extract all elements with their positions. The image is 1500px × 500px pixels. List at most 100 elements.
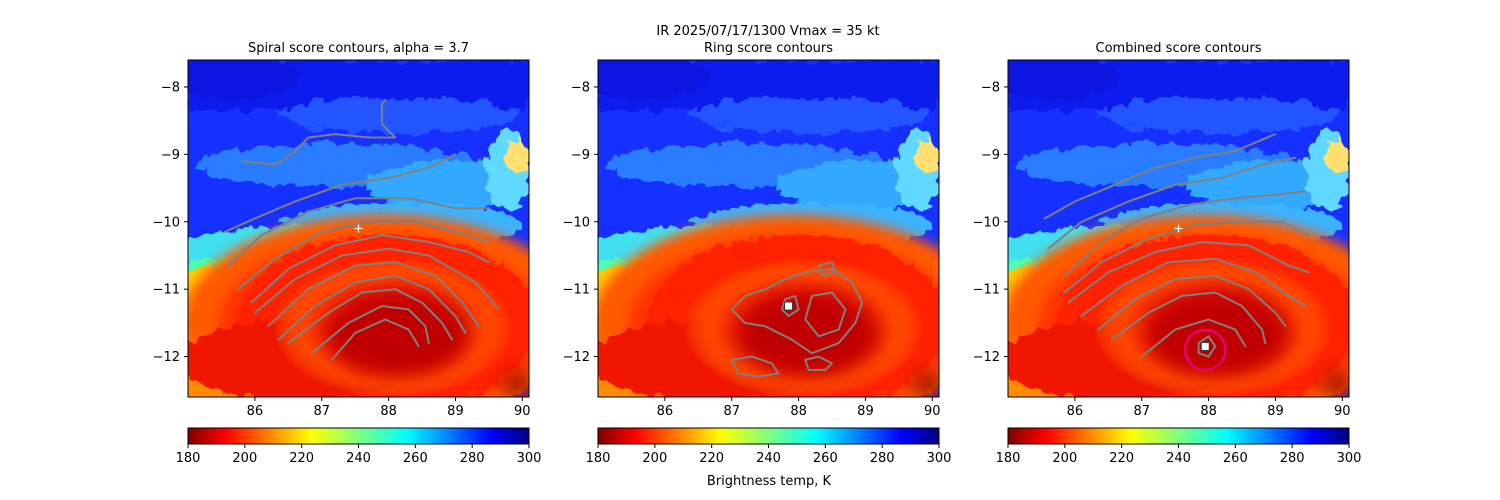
y-tick-label: −12 [563,350,590,365]
y-tick-label: −9 [571,148,590,163]
ir-imagery [968,50,1403,425]
score-contour [240,99,397,166]
score-contour [1043,133,1277,220]
y-tick-label: −11 [563,283,590,298]
first-guess-marker [1174,224,1183,233]
x-tick-label: 88 [380,404,397,419]
score-contour [1097,274,1287,331]
colorbar-gradient [1007,427,1350,445]
score-contour [1047,156,1297,250]
score-contour [1110,291,1267,345]
x-tick-label: 90 [514,404,531,419]
colorbar-tick-label: 240 [346,451,371,466]
axes-frame [1007,59,1350,398]
score-contour [817,261,837,277]
panel-2: Ring score contours 86 87 88 89 90 −8 −9 −10 −11 −… [558,41,993,466]
center-fix-marker [1200,341,1210,351]
score-contour [730,355,780,378]
colorbar-tick-label: 260 [403,451,428,466]
score-contour [1197,335,1217,358]
score-contour [804,291,847,338]
x-tick-label: 90 [1334,404,1351,419]
colorbar-tick-label: 180 [586,451,611,466]
score-contour [250,234,490,304]
score-contour [1067,241,1310,304]
colorbar-tick-label: 240 [1166,451,1191,466]
panel-1: Spiral score contours, alpha = 3.7 86 87 88… [148,41,583,466]
panel-title: Ring score contours [704,41,833,56]
colorbar-tick-label: 180 [176,451,201,466]
x-tick-label: 89 [447,404,464,419]
x-tick-label: 86 [247,404,264,419]
axes-frame [187,59,530,398]
colorbar-tick-label: 280 [1280,451,1305,466]
x-tick-label: 89 [1267,404,1284,419]
y-tick-label: −8 [161,80,180,95]
y-tick-label: −9 [161,148,180,163]
colorbar-tick-label: 280 [870,451,895,466]
y-tick-label: −10 [153,215,180,230]
y-tick-label: −10 [563,215,590,230]
panel-3: Combined score contours 86 87 88 89 90 −8 −9 −10… [968,41,1403,466]
colorbar-tick-label: 220 [1109,451,1134,466]
colorbar-tick-label: 180 [996,451,1021,466]
colorbar-tick-label: 200 [1052,451,1077,466]
x-tick-label: 86 [1067,404,1084,419]
x-tick-label: 86 [657,404,674,419]
colorbar-gradient [597,427,940,445]
score-contour [227,197,490,267]
colorbar-tick-label: 220 [699,451,724,466]
score-contour [277,274,467,341]
score-contour [330,318,420,361]
ir-imagery [148,50,583,425]
y-tick-label: −12 [153,350,180,365]
colorbar-tick-label: 300 [1337,451,1362,466]
x-tick-label: 90 [924,404,941,419]
score-contour [287,288,454,345]
y-tick-label: −9 [981,148,1000,163]
x-tick-label: 87 [1133,404,1150,419]
y-tick-label: −10 [973,215,1000,230]
colorbar-tick-label: 200 [642,451,667,466]
center-fix-marker [784,301,794,311]
score-contour [1063,190,1307,277]
ir-imagery [558,50,993,425]
colorbar-tick-label: 260 [1223,451,1248,466]
x-tick-label: 89 [857,404,874,419]
y-tick-label: −11 [973,283,1000,298]
axes-frame [597,59,940,398]
score-contour [267,261,480,328]
colorbar-label: Brightness temp, K [707,474,832,489]
colorbar-tick-label: 260 [813,451,838,466]
x-tick-label: 88 [1200,404,1217,419]
score-contour [1063,220,1310,294]
y-tick-label: −12 [973,350,1000,365]
colorbar-tick-label: 220 [289,451,314,466]
score-contour [730,267,864,355]
first-guess-marker [354,224,363,233]
x-tick-label: 87 [723,404,740,419]
panels: Spiral score contours, alpha = 3.7 86 87 88… [148,41,1403,466]
x-tick-label: 88 [790,404,807,419]
score-contour [1080,257,1307,318]
score-contour [237,220,490,291]
colorbar: 180 200 220 240 260 280 300 [176,427,542,466]
score-contour [1140,318,1247,358]
uncertainty-circle [1184,328,1227,371]
score-contour [253,247,500,314]
colorbar-tick-label: 240 [756,451,781,466]
colorbar-tick-label: 300 [927,451,952,466]
score-contour [223,153,457,233]
score-contour [780,294,800,318]
y-tick-label: −11 [153,283,180,298]
y-tick-label: −8 [571,80,590,95]
colorbar-tick-label: 200 [232,451,257,466]
score-contour [310,305,430,355]
colorbar-gradient [187,427,530,445]
x-tick-label: 87 [313,404,330,419]
panel-title: Combined score contours [1096,41,1262,56]
colorbar: 180 200 220 240 260 280 300 [586,427,952,466]
y-tick-label: −8 [981,80,1000,95]
colorbar-tick-label: 300 [517,451,542,466]
